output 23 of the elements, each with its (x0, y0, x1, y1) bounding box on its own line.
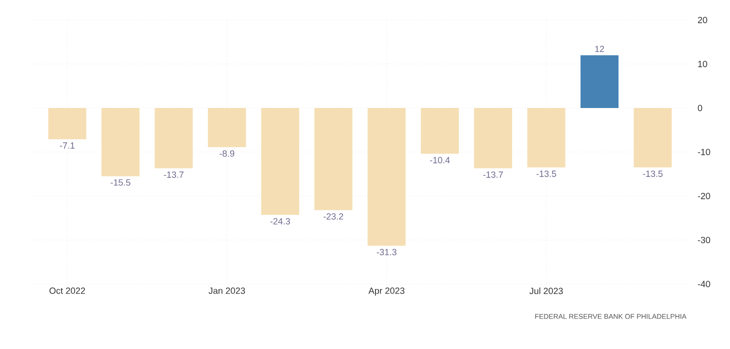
y-tick-label: 20 (698, 16, 708, 24)
data-label: -7.1 (60, 142, 75, 149)
data-label: -23.2 (324, 213, 344, 220)
data-label: -15.5 (110, 179, 130, 186)
x-tick-label: Oct 2022 (49, 288, 85, 294)
x-tick-label: Jan 2023 (208, 288, 245, 294)
data-label: -13.7 (164, 171, 184, 178)
y-tick-label: -40 (698, 280, 710, 288)
x-tick-label: Jul 2023 (529, 288, 563, 294)
data-label: -13.5 (642, 170, 663, 177)
x-tick-label: Apr 2023 (368, 288, 404, 296)
y-tick-label: 10 (698, 60, 708, 68)
data-label: -10.4 (430, 156, 450, 164)
y-tick-label: -20 (698, 192, 710, 200)
data-label: -24.3 (270, 218, 290, 224)
y-tick-label: -30 (698, 236, 710, 244)
data-label: -31.3 (376, 248, 396, 256)
data-label: -8.9 (220, 150, 234, 157)
y-tick-label: -10 (698, 148, 710, 156)
data-label: -13.5 (536, 170, 556, 177)
data-label: 12 (595, 46, 604, 52)
data-label: -13.7 (483, 171, 503, 178)
y-tick-label: 0 (698, 104, 702, 112)
